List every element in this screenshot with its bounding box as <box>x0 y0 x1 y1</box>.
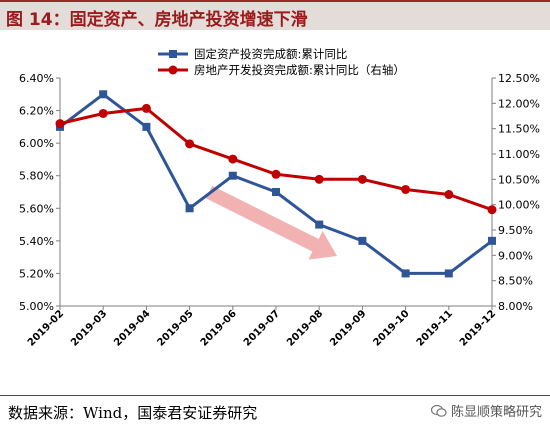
series-1 <box>56 90 496 278</box>
series-1-point <box>142 122 151 131</box>
figure-title: 图 14：固定资产、房地产投资增速下滑 <box>6 10 308 30</box>
right-tick-label: 8.50% <box>498 275 533 288</box>
x-tick-label: 2019-09 <box>328 308 368 348</box>
x-tick-label: 2019-04 <box>112 308 152 348</box>
right-tick-label: 9.00% <box>498 249 533 262</box>
left-tick-label: 5.00% <box>19 300 54 313</box>
right-tick-label: 9.50% <box>498 224 533 237</box>
series-2-point <box>271 169 281 179</box>
series-2-point <box>401 184 411 194</box>
x-tick-label: 2019-03 <box>69 308 109 348</box>
x-tick-label: 2019-05 <box>155 308 195 348</box>
right-tick-label: 12.50% <box>498 72 540 85</box>
series-1-point <box>444 269 453 278</box>
trend-arrow-layer <box>205 185 337 260</box>
trend-arrow <box>205 185 337 260</box>
x-tick-label: 2019-07 <box>242 308 282 348</box>
series-1-line <box>59 92 493 275</box>
x-tick-label: 2019-12 <box>458 308 498 348</box>
watermark-text: 陈显顺策略研究 <box>450 405 542 420</box>
left-tick-label: 6.40% <box>19 72 54 85</box>
source-note: 数据来源：Wind，国泰君安证券研究 <box>8 404 258 422</box>
series-2-point <box>141 103 151 113</box>
series-1-point <box>488 236 496 245</box>
source-divider <box>0 395 550 396</box>
x-tick-label: 2019-02 <box>26 308 66 348</box>
right-tick-label: 11.50% <box>498 123 540 136</box>
right-tick-label: 10.00% <box>498 199 540 212</box>
left-tick-label: 5.80% <box>19 170 54 183</box>
left-tick-label: 5.60% <box>19 202 54 215</box>
figure-title-bar: 图 14：固定资产、房地产投资增速下滑 <box>0 0 550 30</box>
legend-swatch-marker <box>168 65 178 75</box>
series-2-point <box>228 154 238 164</box>
watermark: 陈显顺策略研究 <box>430 401 542 420</box>
series-2-point <box>357 174 367 184</box>
series-layer <box>55 90 497 278</box>
x-tick-label: 2019-06 <box>199 308 239 348</box>
left-tick-label: 6.00% <box>19 137 54 150</box>
legend-label: 房地产开发投资完成额:累计同比（右轴） <box>194 63 405 77</box>
series-2-point <box>98 108 108 118</box>
right-tick-label: 11.00% <box>498 148 540 161</box>
series-1-point <box>315 220 324 229</box>
series-2-point <box>487 205 497 215</box>
x-tick-label: 2019-08 <box>285 308 325 348</box>
series-1-point <box>228 171 237 180</box>
legend-label: 固定资产投资完成额:累计同比 <box>194 47 347 61</box>
x-tick-label: 2019-10 <box>371 308 411 348</box>
legend-swatch-marker <box>169 50 177 58</box>
series-1-point <box>401 269 410 278</box>
right-tick-label: 12.00% <box>498 97 540 110</box>
left-tick-label: 6.20% <box>19 105 54 118</box>
x-tick-label: 2019-11 <box>415 308 455 348</box>
wechat-icon <box>430 404 447 417</box>
right-tick-label: 8.00% <box>498 300 533 313</box>
left-tick-label: 5.40% <box>19 235 54 248</box>
series-2-point <box>55 119 65 129</box>
series-1-point <box>272 188 280 196</box>
series-2-point <box>185 139 195 149</box>
series-2-point <box>444 190 454 200</box>
series-1-point <box>99 90 108 99</box>
left-tick-label: 5.20% <box>19 267 54 280</box>
series-1-point <box>185 204 194 213</box>
line-chart: 5.00% 5.20% 5.40% 5.60% 5.80% 6.00% 6.20% 6.40%… <box>19 47 540 349</box>
series-1-point <box>358 236 367 245</box>
series-2 <box>55 103 497 215</box>
right-tick-label: 10.50% <box>498 173 540 186</box>
series-2-point <box>314 174 324 184</box>
